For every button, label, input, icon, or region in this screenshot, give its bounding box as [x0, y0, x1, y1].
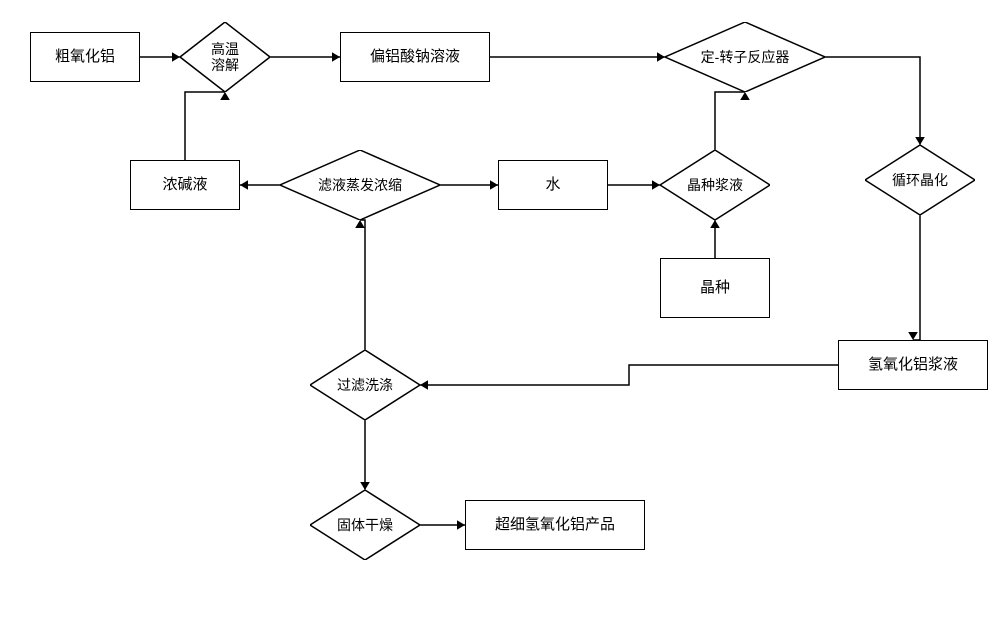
n_seed_sl-label: 晶种浆液 [687, 177, 743, 193]
n_meta_sol: 偏铝酸钠溶液 [340, 32, 490, 82]
n_cu_al2o3-label: 粗氧化铝 [55, 48, 115, 66]
n_filter-label: 过滤洗涤 [337, 377, 393, 393]
n_evap: 滤液蒸发浓缩 [280, 150, 440, 220]
n_cu_al2o3: 粗氧化铝 [30, 32, 140, 82]
n_evap-label: 滤液蒸发浓缩 [318, 177, 402, 193]
n_seed-label: 晶种 [700, 279, 730, 297]
n_product-label: 超细氢氧化铝产品 [495, 516, 615, 534]
n_aloh3_sl: 氢氧化铝浆液 [838, 340, 988, 390]
n_cycle: 循环晶化 [865, 145, 975, 215]
n_cycle-label: 循环晶化 [892, 172, 948, 188]
n_conc_alk-label: 浓碱液 [162, 176, 207, 194]
n_meta_sol-label: 偏铝酸钠溶液 [370, 48, 460, 66]
n_dry: 固体干燥 [310, 490, 420, 560]
n_reactor: 定-转子反应器 [665, 22, 825, 92]
n_filter: 过滤洗涤 [310, 350, 420, 420]
n_reactor-label: 定-转子反应器 [701, 49, 790, 65]
n_seed_sl: 晶种浆液 [660, 150, 770, 220]
n_water: 水 [498, 160, 608, 210]
n_hitemp: 高温溶解 [180, 22, 270, 92]
n_aloh3_sl-label: 氢氧化铝浆液 [868, 356, 958, 374]
n_product: 超细氢氧化铝产品 [465, 500, 645, 550]
n_conc_alk: 浓碱液 [130, 160, 240, 210]
n_hitemp-label: 高温溶解 [211, 41, 239, 73]
n_water-label: 水 [545, 176, 560, 194]
n_seed: 晶种 [660, 258, 770, 318]
n_dry-label: 固体干燥 [337, 517, 393, 533]
